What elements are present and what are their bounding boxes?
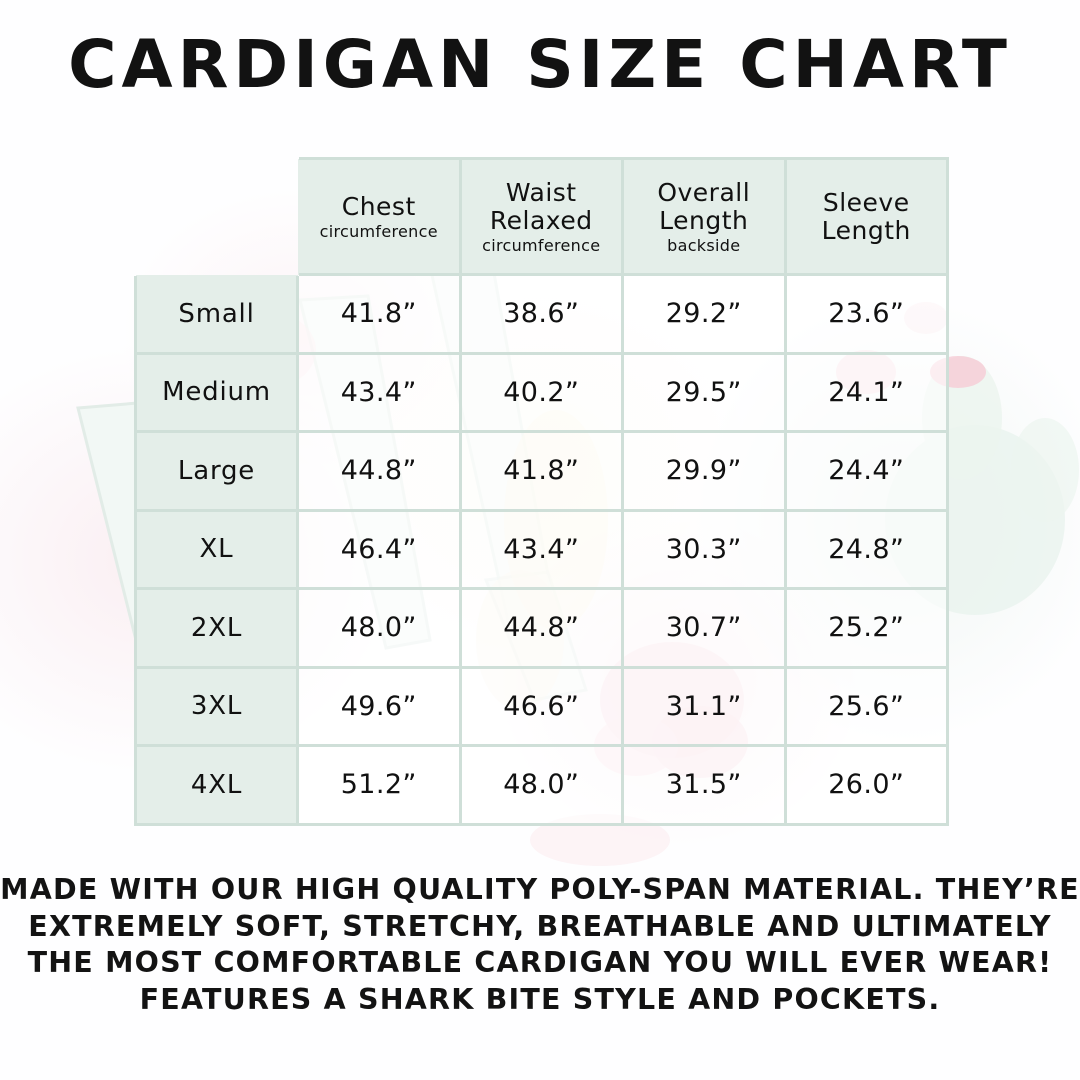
cell-chest: 43.4” (296, 351, 462, 433)
cell-sleeve: 25.6” (783, 665, 949, 747)
cell-sleeve: 24.8” (783, 508, 949, 590)
cell-sleeve: 24.4” (783, 430, 949, 512)
page-title: CARDIGAN SIZE CHART (68, 26, 1012, 103)
cell-chest: 44.8” (296, 430, 462, 512)
table-row: Small 41.8” 38.6” 29.2” 23.6” (134, 273, 949, 355)
column-header-overall-length-sub: backside (667, 235, 741, 255)
column-header-overall-length-main2: Length (659, 205, 749, 235)
cell-chest: 49.6” (296, 665, 462, 747)
cell-sleeve: 25.2” (783, 587, 949, 669)
table-row: Large 44.8” 41.8” 29.9” 24.4” (134, 430, 949, 512)
column-header-waist-sub: circumference (482, 235, 601, 255)
column-header-chest-main: Chest (341, 191, 416, 221)
cell-waist: 38.6” (458, 273, 624, 355)
cell-chest: 46.4” (296, 508, 462, 590)
column-header-overall-length-main: Overall (657, 177, 751, 207)
table-row: 2XL 48.0” 44.8” 30.7” 25.2” (134, 587, 949, 669)
row-size-label: 2XL (134, 587, 299, 669)
footer-line-2: EXTREMELY SOFT, STRETCHY, BREATHABLE AND… (28, 909, 1052, 943)
column-header-sleeve-length-main2: Length (821, 215, 911, 245)
cell-waist: 46.6” (458, 665, 624, 747)
table-corner-cell (136, 159, 298, 275)
table-row: XL 46.4” 43.4” 30.3” 24.8” (134, 508, 949, 590)
cell-sleeve: 23.6” (783, 273, 949, 355)
row-size-label: XL (134, 508, 299, 590)
cell-overall-length: 29.9” (621, 430, 787, 512)
cell-waist: 43.4” (458, 508, 624, 590)
cell-overall-length: 31.5” (621, 744, 787, 826)
cell-overall-length: 31.1” (621, 665, 787, 747)
table-row: Medium 43.4” 40.2” 29.5” 24.1” (134, 351, 949, 433)
size-chart-table: Chest circumference Waist Relaxed circum… (134, 157, 949, 826)
table-header: Chest circumference Waist Relaxed circum… (136, 157, 949, 276)
cell-waist: 40.2” (458, 351, 624, 433)
cell-waist: 41.8” (458, 430, 624, 512)
footer-line-4: FEATURES A SHARK BITE STYLE AND POCKETS. (139, 982, 941, 1016)
cell-overall-length: 29.5” (621, 351, 787, 433)
column-header-sleeve-length-main: Sleeve (822, 187, 910, 217)
cell-chest: 41.8” (296, 273, 462, 355)
footer-line-3: THE MOST COMFORTABLE CARDIGAN YOU WILL E… (27, 946, 1053, 979)
cell-sleeve: 24.1” (783, 351, 949, 433)
column-header-overall-length: Overall Length backside (621, 157, 787, 276)
row-size-label: 4XL (134, 744, 299, 826)
row-size-label: Large (134, 430, 299, 512)
column-header-waist: Waist Relaxed circumference (458, 157, 624, 276)
row-size-label: 3XL (134, 665, 299, 747)
cell-waist: 48.0” (458, 744, 624, 826)
column-header-sleeve-length: Sleeve Length (783, 157, 949, 276)
cell-overall-length: 29.2” (621, 273, 787, 355)
footer-description: MADE WITH OUR HIGH QUALITY POLY-SPAN MAT… (0, 872, 1080, 1018)
cell-sleeve: 26.0” (783, 744, 949, 826)
cell-waist: 44.8” (458, 587, 624, 669)
table-row: 4XL 51.2” 48.0” 31.5” 26.0” (134, 744, 949, 826)
row-size-label: Small (134, 273, 299, 355)
column-header-chest: Chest circumference (296, 157, 462, 276)
column-header-waist-main: Waist (505, 177, 577, 207)
cell-chest: 48.0” (296, 587, 462, 669)
column-header-waist-main2: Relaxed (489, 205, 593, 235)
table-body: Small 41.8” 38.6” 29.2” 23.6” Medium 43.… (134, 273, 949, 826)
cell-chest: 51.2” (296, 744, 462, 826)
table-row: 3XL 49.6” 46.6” 31.1” 25.6” (134, 665, 949, 747)
footer-line-1: MADE WITH OUR HIGH QUALITY POLY-SPAN MAT… (0, 873, 1080, 906)
cell-overall-length: 30.7” (621, 587, 787, 669)
cell-overall-length: 30.3” (621, 508, 787, 590)
column-header-chest-sub: circumference (319, 221, 438, 241)
row-size-label: Medium (134, 351, 299, 433)
table-header-row: Chest circumference Waist Relaxed circum… (136, 157, 949, 276)
